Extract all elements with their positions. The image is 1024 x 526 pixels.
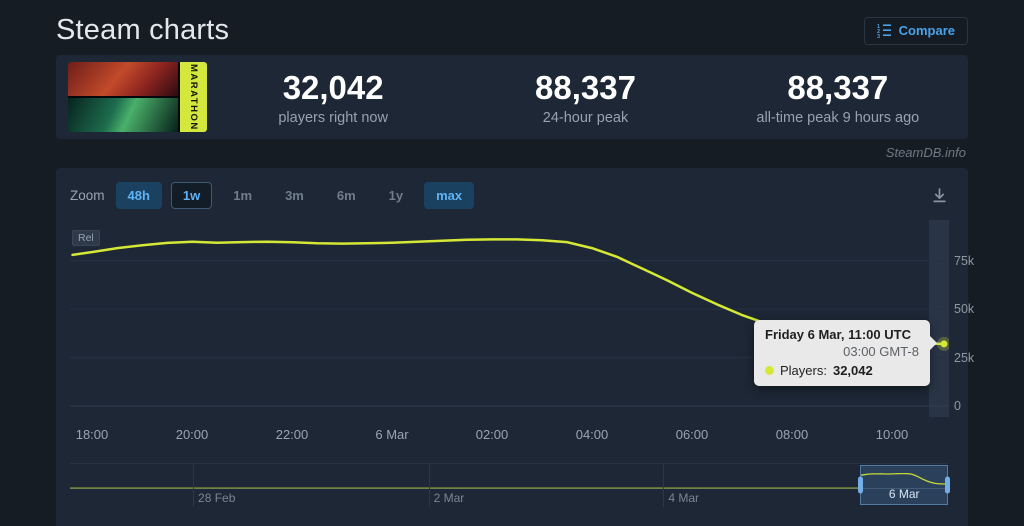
tooltip-series-row: Players: 32,042 (765, 363, 919, 378)
range-navigator[interactable]: 6 Mar 28 Feb 2 Mar 4 Mar (70, 463, 951, 507)
x-axis-labels: 18:00 20:00 22:00 6 Mar 02:00 04:00 06:00 08:00… (75, 427, 909, 442)
zoom-6m-button[interactable]: 6m (325, 182, 368, 209)
tooltip-series-label: Players: (780, 363, 827, 378)
capsule-logo-strip: MARATHON (180, 62, 207, 132)
stat-24h-peak: 88,337 24-hour peak (459, 69, 711, 126)
stat-label: all-time peak 9 hours ago (756, 109, 920, 126)
chart-panel: Zoom 48h 1w 1m 3m 6m 1y max 0 25k 50k 75k R… (56, 168, 974, 526)
svg-text:1: 1 (877, 24, 880, 30)
stat-label: players right now (278, 109, 388, 126)
navigator-selection[interactable]: 6 Mar (858, 465, 951, 505)
navigator-gridline (663, 463, 665, 507)
zoom-label: Zoom (70, 187, 105, 203)
zoom-48h-button[interactable]: 48h (115, 181, 162, 209)
stat-alltime-peak: 88,337 all-time peak 9 hours ago (712, 69, 964, 126)
chart-tooltip: Friday 6 Mar, 11:00 UTC 03:00 GMT-8 Play… (754, 320, 937, 386)
series-dot-icon (765, 366, 774, 375)
capsule-art-top (68, 62, 178, 96)
capsule-logo-text: MARATHON (188, 63, 199, 131)
navigator-handle-right[interactable] (945, 476, 951, 494)
stat-current-players: 32,042 players right now (207, 69, 459, 126)
navigator-sparkline (861, 472, 948, 485)
compare-button[interactable]: 1 2 3 Compare (863, 16, 968, 45)
navigator-date-label: 2 Mar (433, 491, 465, 505)
navigator-selection-label: 6 Mar (888, 487, 920, 501)
page-title: Steam charts (56, 14, 230, 46)
game-capsule-image[interactable]: MARATHON (68, 62, 207, 132)
stat-value: 32,042 (282, 68, 384, 106)
chart-line-svg (70, 220, 949, 417)
tooltip-subtitle: 03:00 GMT-8 (843, 344, 919, 359)
zoom-3m-button[interactable]: 3m (273, 182, 316, 209)
players-chart[interactable]: 0 25k 50k 75k Rel Friday 6 Mar, 11:00 UTC 0… (70, 220, 974, 417)
zoom-1y-button[interactable]: 1y (377, 182, 415, 209)
navigator-gridline (428, 463, 430, 507)
navigator-track (70, 463, 949, 489)
stat-value: 88,337 (787, 68, 889, 106)
release-flag[interactable]: Rel (72, 230, 100, 246)
zoom-1w-button[interactable]: 1w (170, 181, 213, 209)
capsule-art-bottom (68, 98, 178, 132)
svg-text:2: 2 (877, 29, 880, 35)
navigator-date-label: 28 Feb (198, 491, 236, 505)
download-icon[interactable] (931, 187, 948, 204)
stat-value: 88,337 (535, 68, 636, 106)
svg-text:3: 3 (877, 34, 880, 38)
compare-label: Compare (898, 23, 955, 38)
steamdb-watermark: SteamDB.info (885, 145, 966, 160)
zoom-1m-button[interactable]: 1m (221, 182, 264, 209)
topbar: Steam charts 1 2 3 Compare (0, 0, 1024, 55)
stat-label: 24-hour peak (542, 109, 629, 126)
tooltip-title: Friday 6 Mar, 11:00 UTC (765, 327, 911, 342)
stats-panel: MARATHON 32,042 players right now 88,337… (56, 55, 968, 139)
zoom-max-button[interactable]: max (424, 181, 475, 209)
tooltip-value: 32,042 (832, 363, 873, 378)
navigator-gridline (193, 463, 195, 507)
navigator-handle-left[interactable] (858, 476, 864, 494)
numbered-list-icon: 1 2 3 (877, 24, 891, 38)
navigator-series-baseline (70, 487, 861, 489)
zoom-row: Zoom 48h 1w 1m 3m 6m 1y max (70, 180, 954, 210)
navigator-date-label: 4 Mar (668, 491, 699, 505)
